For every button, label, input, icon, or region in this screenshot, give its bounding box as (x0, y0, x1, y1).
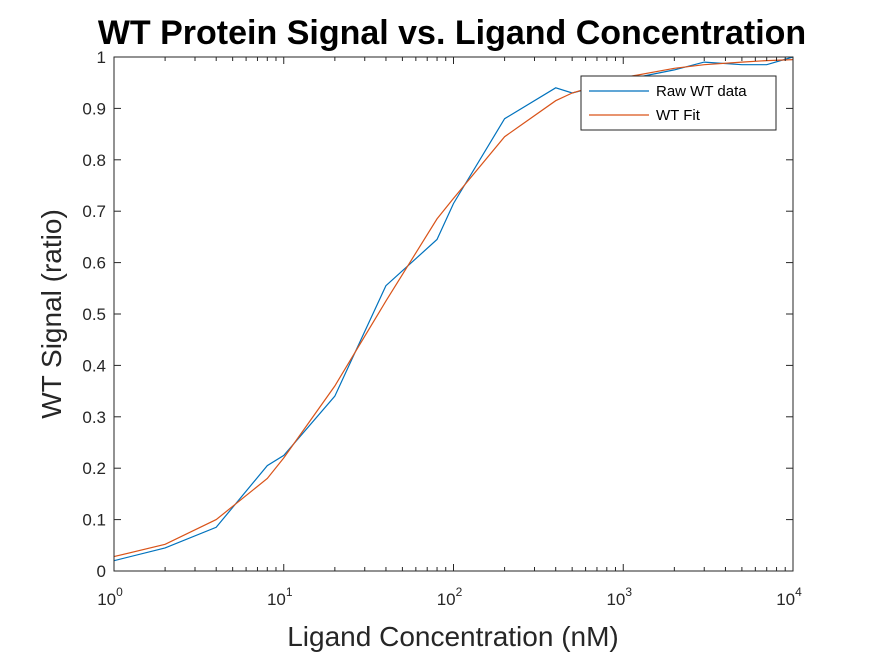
y-tick-label: 0.4 (82, 356, 106, 375)
series-line-1 (113, 59, 794, 558)
x-tick-label: 104 (776, 585, 802, 609)
legend-label-1: WT Fit (656, 107, 701, 124)
y-tick-label: 0.2 (82, 459, 106, 478)
x-tick-label: 102 (437, 585, 463, 609)
legend-label-0: Raw WT data (656, 83, 747, 100)
y-tick-label: 0.5 (82, 305, 106, 324)
x-tick-label: 101 (267, 585, 293, 609)
y-tick-label: 0.3 (82, 408, 106, 427)
x-tick-label: 100 (97, 585, 123, 609)
series-line-0 (113, 56, 794, 562)
y-tick-label: 1 (97, 48, 106, 67)
chart-title: WT Protein Signal vs. Ligand Concentrati… (98, 14, 806, 52)
y-tick-label: 0.7 (82, 202, 106, 221)
y-tick-label: 0.1 (82, 511, 106, 530)
x-axis-label: Ligand Concentration (nM) (287, 621, 619, 652)
legend-box (580, 75, 777, 131)
series-layer (113, 56, 794, 562)
y-tick-label: 0 (97, 562, 106, 581)
y-tick-label: 0.9 (82, 99, 106, 118)
x-tick-label: 103 (606, 585, 632, 609)
y-axis-label: WT Signal (ratio) (36, 209, 67, 419)
axes-layer: 0 0.1 0.2 0.3 0.4 0.5 0.6 0.7 0.8 0.9 1 100 101 102 10… (82, 48, 802, 609)
y-tick-label: 0.8 (82, 151, 106, 170)
plot-area (114, 57, 793, 571)
y-tick-label: 0.6 (82, 254, 106, 273)
legend: Raw WT data WT Fit (580, 75, 777, 131)
